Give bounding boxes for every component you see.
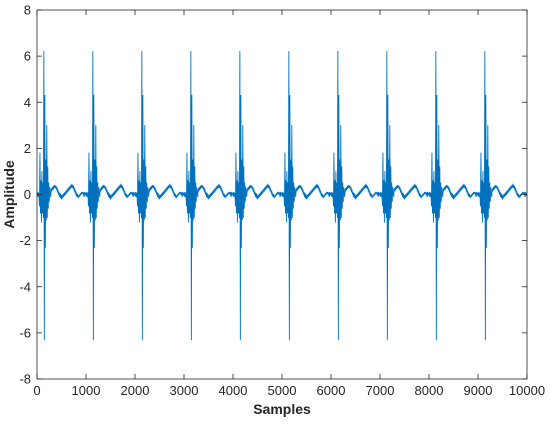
series-layer xyxy=(36,51,528,341)
y-tick-label: -6 xyxy=(19,325,31,340)
y-tick-label: 6 xyxy=(24,49,31,64)
y-tick-label: 8 xyxy=(24,3,31,18)
x-tick-label: 7000 xyxy=(366,383,395,398)
y-tick-label: -2 xyxy=(19,233,31,248)
x-tick-label: 2000 xyxy=(121,383,150,398)
x-tick-label: 10000 xyxy=(509,383,545,398)
x-tick-label: 0 xyxy=(33,383,40,398)
x-tick-label: 6000 xyxy=(317,383,346,398)
x-tick-label: 4000 xyxy=(219,383,248,398)
x-tick-label: 5000 xyxy=(268,383,297,398)
x-tick-label: 9000 xyxy=(464,383,493,398)
series-line-0 xyxy=(36,51,528,341)
y-tick-label: -8 xyxy=(19,372,31,387)
x-axis-title: Samples xyxy=(253,401,311,417)
x-tick-label: 8000 xyxy=(415,383,444,398)
y-tick-label: 2 xyxy=(24,141,31,156)
y-axis-title: Amplitude xyxy=(1,160,17,229)
ticks-layer: 0 1000 2000 3000 4000 5000 6000 7000 8000 9000 100… xyxy=(19,3,545,399)
x-tick-label: 1000 xyxy=(72,383,101,398)
x-tick-label: 3000 xyxy=(170,383,199,398)
y-tick-label: -4 xyxy=(19,279,31,294)
y-tick-label: 4 xyxy=(24,95,31,110)
y-tick-label: 0 xyxy=(24,187,31,202)
